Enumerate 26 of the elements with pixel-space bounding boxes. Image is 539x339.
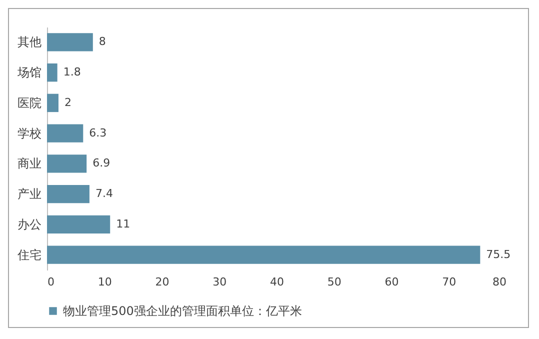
x-tick-label: 70	[442, 276, 456, 288]
x-tick-label: 80	[492, 276, 506, 288]
data-label: 75.5	[486, 248, 511, 261]
legend-label: 物业管理500强企业的管理面积单位：亿平米	[63, 304, 302, 318]
data-label: 8	[98, 35, 106, 48]
x-tick-label: 50	[327, 276, 342, 288]
x-tick-label: 0	[48, 276, 54, 288]
y-tick-label: 其他	[18, 35, 42, 50]
data-label: 6.3	[89, 126, 107, 140]
x-tick-label: 20	[155, 276, 170, 288]
data-label: 6.9	[92, 156, 110, 170]
y-tick-label: 产业	[18, 187, 42, 202]
x-tick-label: 10	[98, 276, 112, 288]
x-tick-label: 60	[384, 276, 399, 288]
data-label: 11	[116, 217, 130, 230]
y-tick-label: 医院	[18, 96, 42, 110]
y-tick-label: 商业	[18, 156, 42, 171]
data-label: 2	[64, 96, 72, 109]
x-tick-label: 40	[270, 276, 284, 288]
data-label: 7.4	[95, 187, 113, 200]
y-tick-label: 学校	[18, 126, 42, 140]
y-tick-label: 场馆	[16, 66, 42, 80]
data-label: 1.8	[63, 66, 81, 79]
y-tick-label: 办公	[18, 217, 42, 232]
x-tick-label: 30	[212, 276, 227, 288]
y-tick-label: 住宅	[16, 248, 42, 262]
